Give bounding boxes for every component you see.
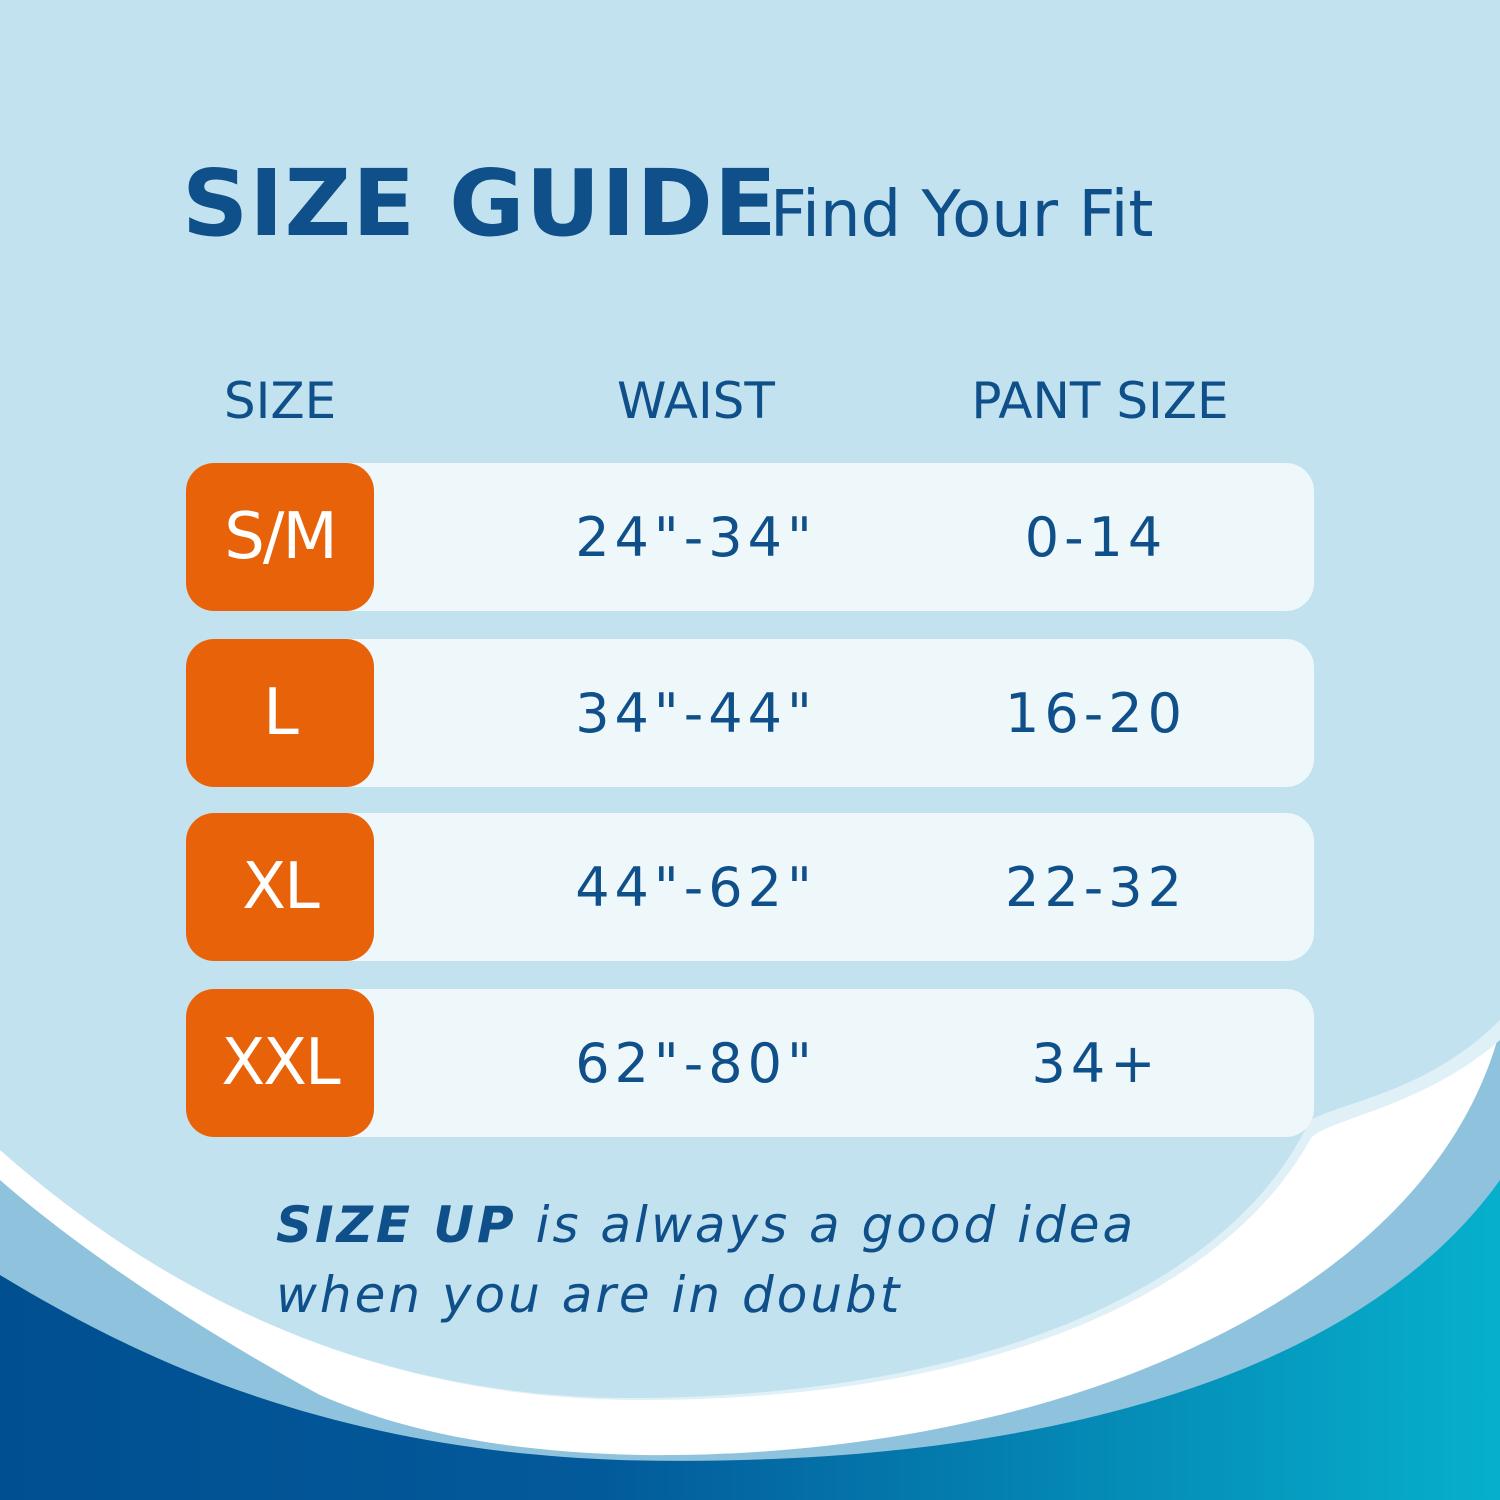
table-row: XL 44"-62" 22-32	[186, 813, 1314, 961]
pant-size-cell: 16-20	[1005, 681, 1187, 745]
column-header-waist: WAIST	[617, 372, 775, 430]
size-badge: S/M	[186, 463, 374, 611]
column-header-pant-size: PANT SIZE	[971, 372, 1229, 430]
pant-size-cell: 22-32	[1005, 855, 1187, 919]
pant-size-cell: 34+	[1031, 1031, 1161, 1095]
waist-cell: 62"-80"	[575, 1031, 817, 1095]
table-row: XXL 62"-80" 34+	[186, 989, 1314, 1137]
size-up-note: SIZE UP is always a good idea when you a…	[276, 1190, 1136, 1330]
size-badge: XL	[186, 813, 374, 961]
table-row: L 34"-44" 16-20	[186, 639, 1314, 787]
pant-size-cell: 0-14	[1024, 505, 1168, 569]
table-row: S/M 24"-34" 0-14	[186, 463, 1314, 611]
size-badge: L	[186, 639, 374, 787]
note-emphasis: SIZE UP	[276, 1196, 517, 1254]
note-line-2: when you are in doubt	[276, 1266, 903, 1324]
waist-cell: 44"-62"	[575, 855, 817, 919]
size-badge: XXL	[186, 989, 374, 1137]
page-title: SIZE GUIDE	[182, 150, 778, 257]
waist-cell: 34"-44"	[575, 681, 817, 745]
waist-cell: 24"-34"	[575, 505, 817, 569]
page-subtitle: Find Your Fit	[770, 178, 1154, 252]
column-header-size: SIZE	[223, 372, 337, 430]
note-line-1-text: is always a good idea	[516, 1196, 1137, 1254]
note-line-1: SIZE UP is always a good idea	[276, 1190, 1136, 1260]
